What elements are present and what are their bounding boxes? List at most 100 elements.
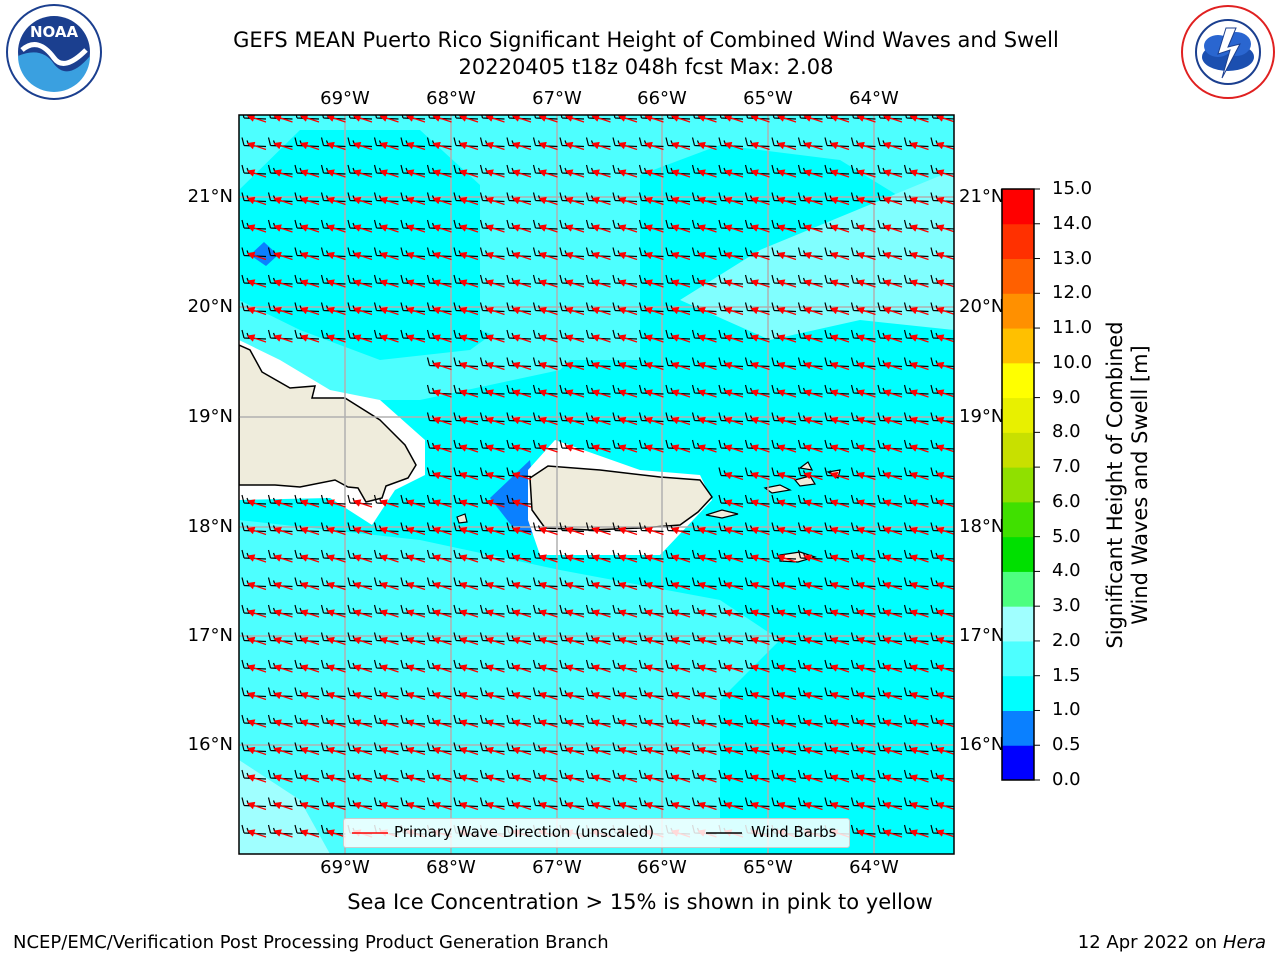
- lon-tick-top: 64°W: [849, 88, 899, 109]
- wave-direction-arrow: [591, 169, 611, 178]
- wave-direction-arrow: [697, 664, 717, 673]
- wave-direction-arrow: [299, 636, 320, 646]
- wave-direction-arrow: [299, 499, 320, 508]
- wave-direction-arrow: [246, 251, 267, 261]
- wave-direction-arrow: [803, 636, 823, 646]
- wave-direction-arrow: [405, 169, 426, 178]
- wave-direction-arrow: [246, 196, 267, 206]
- wave-direction-arrow: [591, 444, 611, 453]
- wave-direction-arrow: [670, 444, 691, 453]
- colorbar-segment: [1002, 467, 1034, 503]
- colorbar-tick-label: 5.0: [1052, 525, 1081, 547]
- wave-direction-arrow: [485, 251, 505, 261]
- wave-direction-arrow: [458, 306, 479, 316]
- colorbar-tick-label: 0.0: [1052, 769, 1081, 790]
- wave-direction-arrow: [750, 115, 770, 123]
- wave-direction-arrow: [299, 224, 320, 233]
- wave-direction-arrow: [803, 196, 823, 206]
- wave-direction-arrow: [432, 224, 452, 233]
- wave-direction-arrow: [617, 636, 638, 646]
- colorbar-tick-label: 3.0: [1052, 595, 1081, 617]
- wave-direction-arrow: [856, 636, 876, 646]
- wave-direction-arrow: [485, 196, 505, 206]
- wave-direction-arrow: [299, 279, 320, 288]
- wave-direction-arrow: [405, 636, 426, 646]
- wave-direction-arrow: [432, 664, 452, 673]
- wave-direction-arrow: [723, 471, 744, 481]
- wave-direction-arrow: [405, 196, 426, 206]
- wave-direction-arrow: [723, 636, 744, 646]
- wave-direction-arrow: [538, 444, 558, 453]
- wave-direction-arrow: [511, 609, 532, 618]
- wave-direction-arrow: [538, 251, 558, 261]
- land-vieques: [705, 509, 739, 519]
- wave-direction-arrow: [803, 554, 823, 563]
- colorbar-tick-label: 6.0: [1052, 490, 1081, 512]
- wave-direction-arrow: [670, 196, 691, 206]
- wave-direction-arrow: [326, 306, 346, 316]
- wave-direction-arrow: [644, 581, 664, 591]
- lat-tick-left: 20°N: [187, 296, 233, 317]
- colorbar-tick-label: 1.0: [1052, 699, 1081, 721]
- wave-direction-arrow: [379, 554, 399, 563]
- wave-direction-arrow: [882, 499, 903, 508]
- wave-direction-arrow: [352, 306, 373, 316]
- wave-direction-arrow: [935, 334, 954, 343]
- wave-direction-arrow: [617, 115, 638, 123]
- wave-direction-arrow: [750, 169, 770, 178]
- wave-direction-arrow: [591, 224, 611, 233]
- wave-direction-arrow: [909, 581, 929, 591]
- wave-direction-arrow: [644, 279, 664, 288]
- wave-direction-arrow: [670, 581, 691, 591]
- wave-direction-arrow: [458, 389, 479, 398]
- wave-direction-arrow: [644, 169, 664, 178]
- wave-direction-arrow: [326, 636, 346, 646]
- wave-direction-arrow: [273, 499, 293, 508]
- wave-direction-arrow: [485, 416, 505, 426]
- wave-direction-arrow: [405, 664, 426, 673]
- wave-direction-arrow: [538, 361, 558, 371]
- wave-direction-arrow: [935, 389, 954, 398]
- wave-direction-arrow: [326, 115, 346, 123]
- wave-direction-arrow: [909, 609, 929, 618]
- wave-direction-arrow: [405, 279, 426, 288]
- wave-direction-arrow: [273, 279, 293, 288]
- wave-direction-arrow: [935, 115, 954, 123]
- wave-direction-arrow: [856, 196, 876, 206]
- wave-direction-arrow: [564, 224, 585, 233]
- wave-direction-arrow: [882, 636, 903, 646]
- wave-direction-arrow: [432, 334, 452, 343]
- wave-direction-arrow: [511, 416, 532, 426]
- colorbar-label: Significant Height of Combined Wind Wave…: [1103, 265, 1153, 705]
- wave-direction-arrow: [458, 664, 479, 673]
- lon-tick-top: 67°W: [532, 88, 582, 109]
- wave-direction-arrow: [379, 636, 399, 646]
- wave-direction-arrow: [750, 526, 770, 536]
- wave-direction-arrow: [776, 636, 797, 646]
- wave-direction-arrow: [591, 664, 611, 673]
- wave-direction-arrow: [776, 554, 797, 563]
- wave-direction-arrow: [299, 526, 320, 536]
- wave-direction-arrow: [856, 361, 876, 371]
- wave-direction-arrow: [458, 361, 479, 371]
- lat-tick-left: 18°N: [187, 516, 233, 537]
- wave-direction-arrow: [405, 334, 426, 343]
- wave-direction-arrow: [882, 196, 903, 206]
- wave-direction-arrow: [405, 609, 426, 618]
- lat-tick-left: 21°N: [187, 186, 233, 207]
- wave-direction-arrow: [432, 169, 452, 178]
- wave-direction-arrow: [591, 334, 611, 343]
- wave-direction-arrow: [246, 636, 267, 646]
- wave-direction-arrow: [564, 141, 585, 151]
- wave-direction-arrow: [829, 389, 850, 398]
- wave-direction-arrow: [617, 554, 638, 563]
- wave-direction-arrow: [591, 141, 611, 151]
- wave-direction-arrow: [564, 196, 585, 206]
- wave-direction-arrow: [511, 554, 532, 563]
- wave-direction-arrow: [458, 444, 479, 453]
- wave-direction-arrow: [458, 554, 479, 563]
- wave-direction-arrow: [750, 444, 770, 453]
- wave-direction-arrow: [803, 444, 823, 453]
- wave-direction-arrow: [882, 416, 903, 426]
- colorbar-tick-label: 11.0: [1052, 317, 1093, 339]
